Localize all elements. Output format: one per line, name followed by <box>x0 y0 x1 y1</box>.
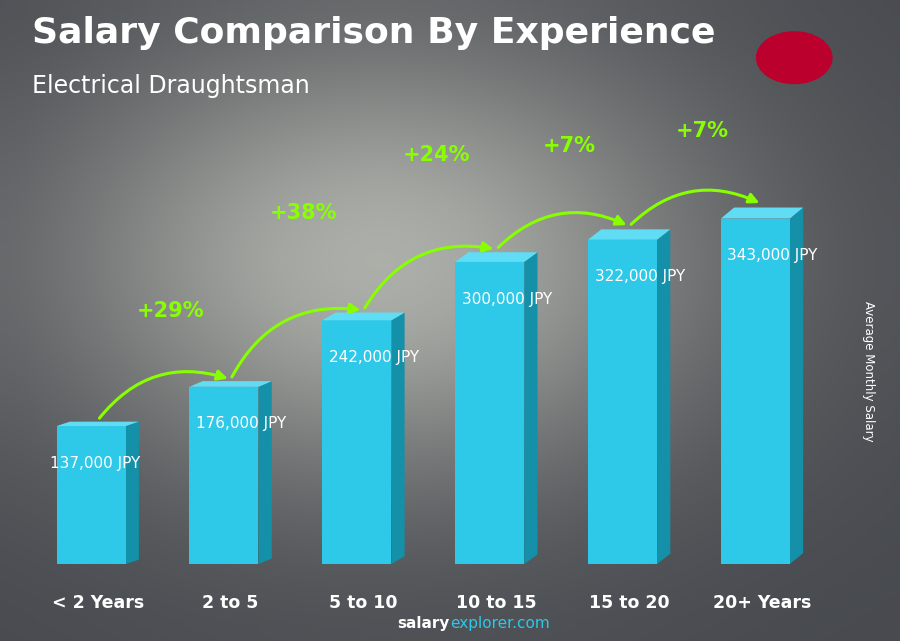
Text: +29%: +29% <box>137 301 204 321</box>
Polygon shape <box>322 313 405 320</box>
Bar <box>322 320 392 564</box>
Text: +24%: +24% <box>403 145 470 165</box>
Text: Electrical Draughtsman: Electrical Draughtsman <box>32 74 310 97</box>
Text: < 2 Years: < 2 Years <box>51 594 144 612</box>
Polygon shape <box>790 208 803 564</box>
Text: 300,000 JPY: 300,000 JPY <box>462 292 552 306</box>
Text: +38%: +38% <box>270 203 338 223</box>
Polygon shape <box>57 422 139 426</box>
Polygon shape <box>524 252 537 564</box>
Polygon shape <box>588 229 670 240</box>
Text: 343,000 JPY: 343,000 JPY <box>727 248 818 263</box>
Bar <box>455 262 524 564</box>
Text: 242,000 JPY: 242,000 JPY <box>328 350 419 365</box>
Text: explorer.com: explorer.com <box>450 617 550 631</box>
Bar <box>588 240 657 564</box>
Text: 20+ Years: 20+ Years <box>713 594 811 612</box>
Text: Average Monthly Salary: Average Monthly Salary <box>862 301 875 442</box>
Text: 5 to 10: 5 to 10 <box>329 594 398 612</box>
Text: +7%: +7% <box>676 121 729 142</box>
Text: 2 to 5: 2 to 5 <box>202 594 259 612</box>
Text: Salary Comparison By Experience: Salary Comparison By Experience <box>32 16 715 50</box>
Text: 322,000 JPY: 322,000 JPY <box>595 269 685 285</box>
Polygon shape <box>126 422 139 564</box>
Text: 176,000 JPY: 176,000 JPY <box>196 417 286 431</box>
Bar <box>189 387 258 564</box>
Polygon shape <box>189 381 272 387</box>
Polygon shape <box>392 313 405 564</box>
Polygon shape <box>657 229 670 564</box>
Text: salary: salary <box>398 617 450 631</box>
Bar <box>721 219 790 564</box>
Text: +7%: +7% <box>543 137 596 156</box>
Polygon shape <box>455 252 537 262</box>
Text: 15 to 20: 15 to 20 <box>589 594 670 612</box>
Bar <box>57 426 126 564</box>
Circle shape <box>757 32 832 83</box>
Text: 10 to 15: 10 to 15 <box>456 594 536 612</box>
Polygon shape <box>258 381 272 564</box>
Polygon shape <box>721 208 803 219</box>
Text: 137,000 JPY: 137,000 JPY <box>50 456 140 471</box>
